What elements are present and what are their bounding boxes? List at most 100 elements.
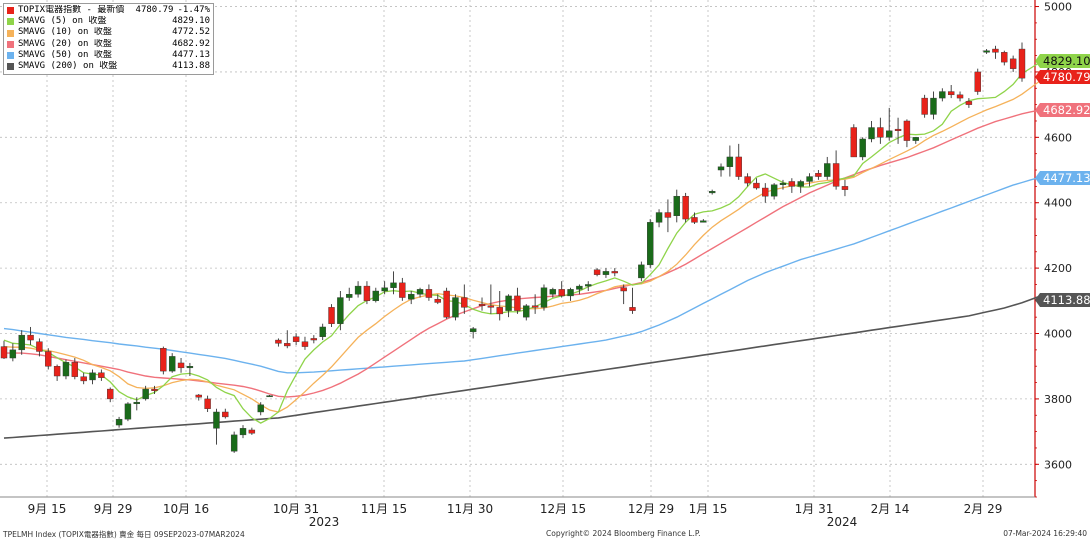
axis-tag-4: 4113.88 [1035, 293, 1090, 307]
candle-body [585, 284, 592, 287]
candle-body [115, 418, 123, 426]
candle-body [629, 307, 636, 311]
candle-body [558, 289, 565, 297]
candle-body [257, 404, 264, 413]
candle-body [788, 181, 796, 187]
legend-item-ma200: SMAVG (200) on 收盤 4113.88 [7, 61, 210, 72]
candle-body [523, 305, 530, 318]
footer-copyright: Copyright© 2024 Bloomberg Finance L.P. [546, 529, 701, 538]
candle-body [815, 173, 822, 177]
y-tick-label-4: 4400 [1044, 197, 1072, 210]
x-tick-label-0: 9月 15 [28, 502, 67, 516]
candle-body [487, 305, 495, 308]
x-tick-label-4: 11月 15 [361, 502, 407, 516]
y-tick-label-0: 3600 [1044, 458, 1072, 471]
axis-tag-bg [1035, 171, 1090, 185]
legend-swatch-ma10 [7, 29, 14, 37]
candle-body [903, 120, 911, 141]
candle-body [53, 366, 61, 377]
axis-tag-bg [1035, 103, 1090, 117]
candle-body [186, 366, 194, 369]
candle-body [841, 186, 849, 190]
candle-body [664, 212, 672, 218]
axis-tag-1: 4780.79 [1035, 70, 1090, 84]
candle-body [36, 341, 43, 352]
candle-body [620, 287, 627, 292]
candle-body [514, 295, 521, 311]
candle-body [708, 191, 716, 194]
candle-body [310, 338, 318, 341]
candle-body [363, 285, 371, 302]
candle-body [390, 282, 397, 288]
candle-body [213, 411, 220, 429]
candle-body [151, 388, 158, 391]
candle-body [275, 339, 282, 344]
x-tick-label-1: 9月 29 [94, 502, 133, 516]
candle-body [416, 289, 424, 295]
axis-tag-bg [1035, 54, 1090, 68]
candle-body [602, 271, 610, 275]
candle-body [540, 287, 548, 308]
x-tick-label-5: 11月 30 [447, 502, 493, 516]
candle-body [983, 50, 990, 53]
candle-body [98, 372, 105, 378]
candle-body [434, 298, 441, 303]
candle-body [18, 334, 25, 351]
axis-tag-text: 4113.88 [1043, 293, 1090, 307]
candle-body [337, 297, 344, 324]
candle-body [204, 398, 211, 409]
candle-body [779, 182, 787, 185]
candle-body [921, 97, 928, 115]
candle-body [160, 348, 167, 372]
candle-body [549, 289, 557, 295]
candle-body [80, 376, 87, 382]
candle-body [638, 264, 645, 279]
axis-tag-text: 4829.10 [1043, 54, 1090, 68]
axis-tag-bg [1035, 70, 1090, 84]
x-tick-label-6: 12月 15 [540, 502, 586, 516]
candle-body [1018, 48, 1026, 79]
candle-body [576, 285, 583, 290]
axis-tag-bg [1035, 293, 1090, 307]
candle-body [469, 328, 477, 333]
legend-item-ma10: SMAVG (10) on 收盤 4772.52 [7, 27, 210, 38]
candle-body [292, 336, 300, 342]
candle-body [0, 346, 8, 359]
legend-label-ma50: SMAVG (50) on 收盤 [18, 49, 112, 60]
x-tick-label-10: 2月 14 [871, 502, 910, 516]
legend-value-ma200: 4113.88 [172, 61, 210, 72]
legend-change-price: -1.47% [177, 5, 210, 15]
x-tick-label-8: 1月 15 [689, 502, 728, 516]
ma50-line [3, 176, 1040, 374]
footer-source: TPELMH Index (TOPIX電器指數) 賣金 每日 09SEP2023… [3, 530, 245, 539]
footer-timestamp: 07-Mar-2024 16:29:40 [1003, 529, 1087, 538]
candle-body [797, 181, 804, 187]
candle-body [222, 411, 229, 418]
axis-tag-0: 4829.10 [1035, 54, 1090, 68]
plot-area [0, 0, 1035, 497]
legend-label-ma5: SMAVG (5) on 收盤 [18, 16, 107, 27]
x-tick-label-7: 12月 29 [628, 502, 674, 516]
x-tick-label-9: 1月 31 [795, 502, 834, 516]
candle-body [770, 184, 778, 197]
candle-body [372, 290, 379, 302]
year-label-0: 2023 [309, 515, 340, 529]
candle-body [346, 294, 353, 298]
candle-body [319, 326, 326, 337]
legend-label-ma200: SMAVG (200) on 收盤 [18, 61, 118, 72]
candle-body [133, 401, 140, 405]
candle-body [9, 349, 17, 359]
candle-body [655, 212, 663, 223]
candle-body [168, 356, 176, 372]
candle-body [301, 341, 309, 347]
candle-body [647, 222, 654, 266]
legend-item-ma20: SMAVG (20) on 收盤 4682.92 [7, 39, 210, 50]
candle-body [248, 429, 256, 434]
legend-swatch-ma200 [7, 63, 14, 71]
candle-body [1009, 58, 1017, 69]
candle-body [354, 285, 362, 295]
y-tick-label-7: 5000 [1044, 1, 1072, 14]
legend-value-price: 4780.79 [135, 5, 174, 15]
chart-legend: TOPIX電器指數 - 最新價 4780.79 -1.47% SMAVG (5)… [3, 3, 214, 76]
candle-body [735, 156, 742, 177]
